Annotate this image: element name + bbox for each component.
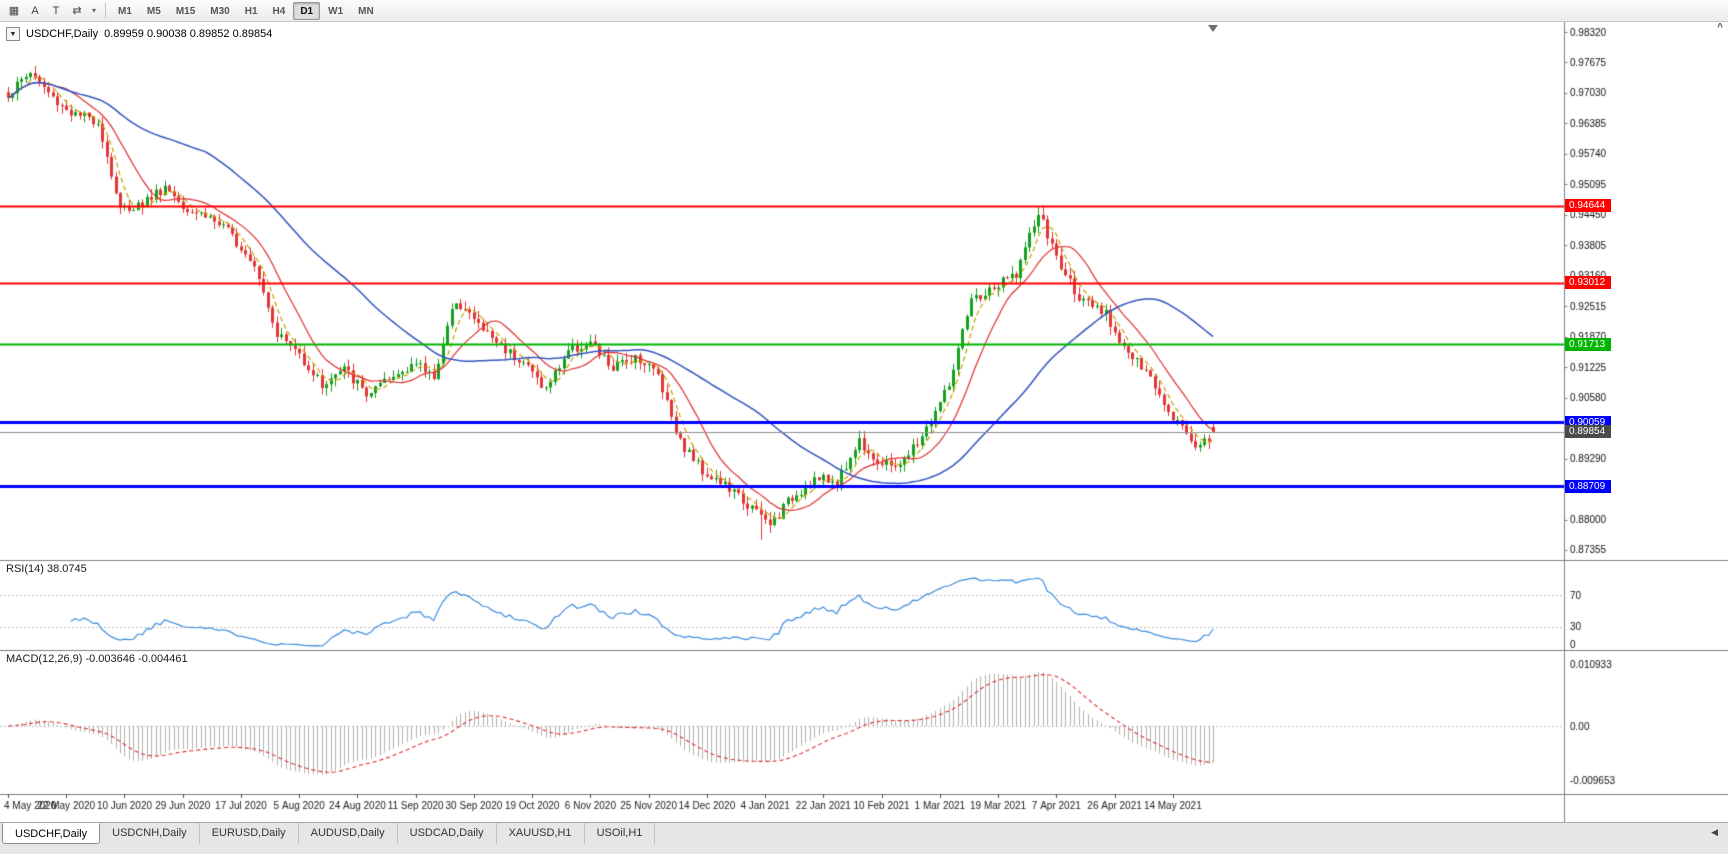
timeframe-button-m15[interactable]: M15 <box>175 5 196 17</box>
hline-price-label: 0.94644 <box>1565 199 1611 213</box>
chart-window: ▼ USDCHF,Daily 0.89959 0.90038 0.89852 0… <box>0 22 1728 822</box>
rsi-indicator-label: RSI(14) 38.0745 <box>6 563 87 575</box>
chart-tabs: USDCHF,Daily USDCNH,Daily EURUSD,Daily AUDU… <box>2 823 656 844</box>
chart-shift-icon[interactable]: ⇄ <box>72 5 82 17</box>
timeframe-button-m1[interactable]: M1 <box>118 5 132 17</box>
chart-shift-marker-icon <box>1208 25 1218 32</box>
timeframe-button-group: M1 M5 M15 M30 H1 H4 D1 W1 MN <box>111 1 381 20</box>
timeframe-button-h4[interactable]: H4 <box>272 5 286 17</box>
chart-tab-usdcnh-daily[interactable]: USDCNH,Daily <box>100 823 200 844</box>
timeframe-button-m30[interactable]: M30 <box>210 5 230 17</box>
timeframe-button-d1[interactable]: D1 <box>293 1 321 20</box>
symbol-dropdown-icon[interactable]: ▼ <box>6 27 20 41</box>
timeframe-button-mn[interactable]: MN <box>358 5 374 17</box>
chart-tab-usdchf-daily[interactable]: USDCHF,Daily <box>2 823 101 844</box>
toolbar-separator <box>105 3 107 18</box>
text-tool-icon[interactable]: T <box>52 4 60 17</box>
timeframe-button-w1[interactable]: W1 <box>328 5 344 17</box>
chart-tab-audusd-daily[interactable]: AUDUSD,Daily <box>299 823 398 844</box>
toolbar: ▦ A T ⇄ ▾ M1 M5 M15 M30 H1 H4 D1 W1 MN <box>0 0 1728 22</box>
timeframe-button-h1[interactable]: H1 <box>244 5 258 17</box>
hline-price-label: 0.93012 <box>1565 276 1611 290</box>
chart-tab-xauusd-h1[interactable]: XAUUSD,H1 <box>497 823 585 844</box>
hline-price-label: 0.91713 <box>1565 337 1611 351</box>
tab-scroll-left-icon[interactable]: ◀ <box>1711 827 1718 837</box>
current-price-label: 0.89854 <box>1565 425 1611 439</box>
chart-tab-bar: USDCHF,Daily USDCNH,Daily EURUSD,Daily AUDU… <box>0 822 1728 854</box>
chart-tab-usoil-h1[interactable]: USOil,H1 <box>585 823 656 844</box>
hline-price-label: 0.88709 <box>1565 479 1611 493</box>
macd-indicator-label: MACD(12,26,9) -0.003646 -0.004461 <box>6 653 188 665</box>
timeframe-button-m5[interactable]: M5 <box>146 5 161 17</box>
tick-chart-icon[interactable]: ▦ <box>8 5 20 17</box>
chart-tab-usdcad-daily[interactable]: USDCAD,Daily <box>398 823 497 844</box>
scroll-up-icon[interactable]: ^ <box>1717 22 1723 33</box>
dropdown-arrow-icon[interactable]: ▾ <box>92 6 97 15</box>
cursor-tool-icon[interactable]: A <box>31 4 39 17</box>
toolbar-icon-group: ▦ A T ⇄ ▾ <box>4 2 100 20</box>
chart-tab-eurusd-daily[interactable]: EURUSD,Daily <box>200 823 299 844</box>
chart-canvas[interactable] <box>0 22 1728 822</box>
